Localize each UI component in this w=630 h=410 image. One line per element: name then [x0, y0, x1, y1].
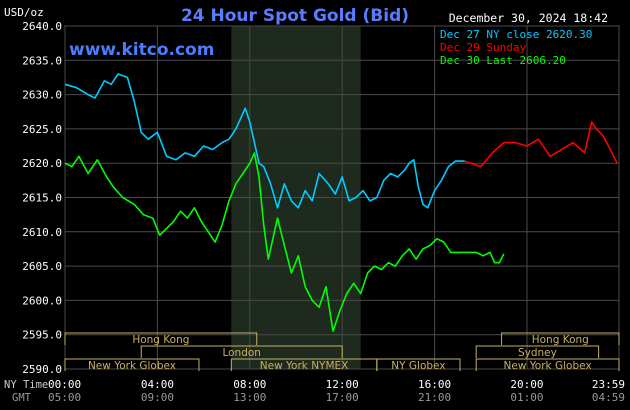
x-tick-label-gmt: 04:59 — [592, 391, 625, 404]
series-line-1 — [464, 121, 618, 168]
y-tick-label: 2605.0 — [22, 260, 62, 273]
y-tick-label: 2600.0 — [22, 294, 62, 307]
x-tick-label-ny: 08:00 — [233, 378, 266, 391]
y-tick-label: 2640.0 — [22, 20, 62, 33]
watermark: www.kitco.com — [69, 40, 214, 60]
y-tick-label: 2590.0 — [22, 363, 62, 376]
x-tick-label-ny: 04:00 — [141, 378, 174, 391]
series-line-0 — [64, 73, 465, 209]
x-tick-label-gmt: 09:00 — [141, 391, 174, 404]
series-line-2 — [64, 152, 505, 333]
y-tick-label: 2595.0 — [22, 329, 62, 342]
x-tick-label-ny: 12:00 — [326, 378, 359, 391]
x-tick-label-ny: 16:00 — [418, 378, 451, 391]
market-session-label: New York NYMEX — [260, 360, 349, 372]
y-tick-label: 2635.0 — [22, 54, 62, 67]
x-tick-label-gmt: 05:00 — [48, 391, 81, 404]
y-tick-label: 2630.0 — [22, 89, 62, 102]
x-tick-label-ny: 00:00 — [48, 378, 81, 391]
legend-entry-dec30: Dec 30 Last 2606.20 — [440, 54, 566, 67]
market-session-label: Sydney — [518, 347, 557, 359]
y-axis-label: USD/oz — [4, 6, 44, 19]
market-session-bar — [501, 332, 620, 345]
x-tick-label-ny: 23:59 — [592, 378, 625, 391]
market-session-label: NY Globex — [391, 360, 445, 372]
timestamp: December 30, 2024 18:42 — [449, 11, 608, 25]
legend: Dec 27 NY close 2620.30 Dec 29 Sunday De… — [440, 28, 592, 67]
market-session-bar — [140, 345, 343, 358]
x-tick-label-gmt: 01:00 — [510, 391, 543, 404]
y-tick-label: 2625.0 — [22, 123, 62, 136]
market-session-bar — [376, 358, 461, 371]
y-tick-label: 2620.0 — [22, 157, 62, 170]
market-session-label: New York Globex — [504, 360, 592, 372]
legend-entry-dec27: Dec 27 NY close 2620.30 — [440, 28, 592, 41]
price-series — [64, 73, 618, 333]
chart-title: 24 Hour Spot Gold (Bid) — [181, 6, 409, 26]
y-tick-label: 2610.0 — [22, 226, 62, 239]
x-tick-label-gmt: 17:00 — [326, 391, 359, 404]
market-session-label: New York Globex — [88, 360, 176, 372]
market-session-bar — [64, 358, 200, 371]
market-session-label: Hong Kong — [132, 334, 189, 346]
gmt-row-label: GMT — [12, 392, 32, 404]
x-tick-label-gmt: 21:00 — [418, 391, 451, 404]
x-tick-label-gmt: 13:00 — [233, 391, 266, 404]
legend-entry-dec29: Dec 29 Sunday — [440, 41, 526, 54]
y-tick-labels: 2640.0 2635.0 2630.0 2625.0 2620.0 2615.0 2610… — [22, 20, 62, 376]
ny-time-row-label: NY Time — [4, 379, 48, 391]
market-session-label: Hong Kong — [532, 334, 589, 346]
market-session-bar — [475, 358, 620, 371]
market-session-bar — [475, 345, 600, 358]
x-tick-label-ny: 20:00 — [510, 378, 543, 391]
y-tick-label: 2615.0 — [22, 192, 62, 205]
market-session-label: London — [222, 347, 261, 359]
grid-lines — [64, 25, 620, 370]
market-session-bar — [64, 332, 258, 345]
